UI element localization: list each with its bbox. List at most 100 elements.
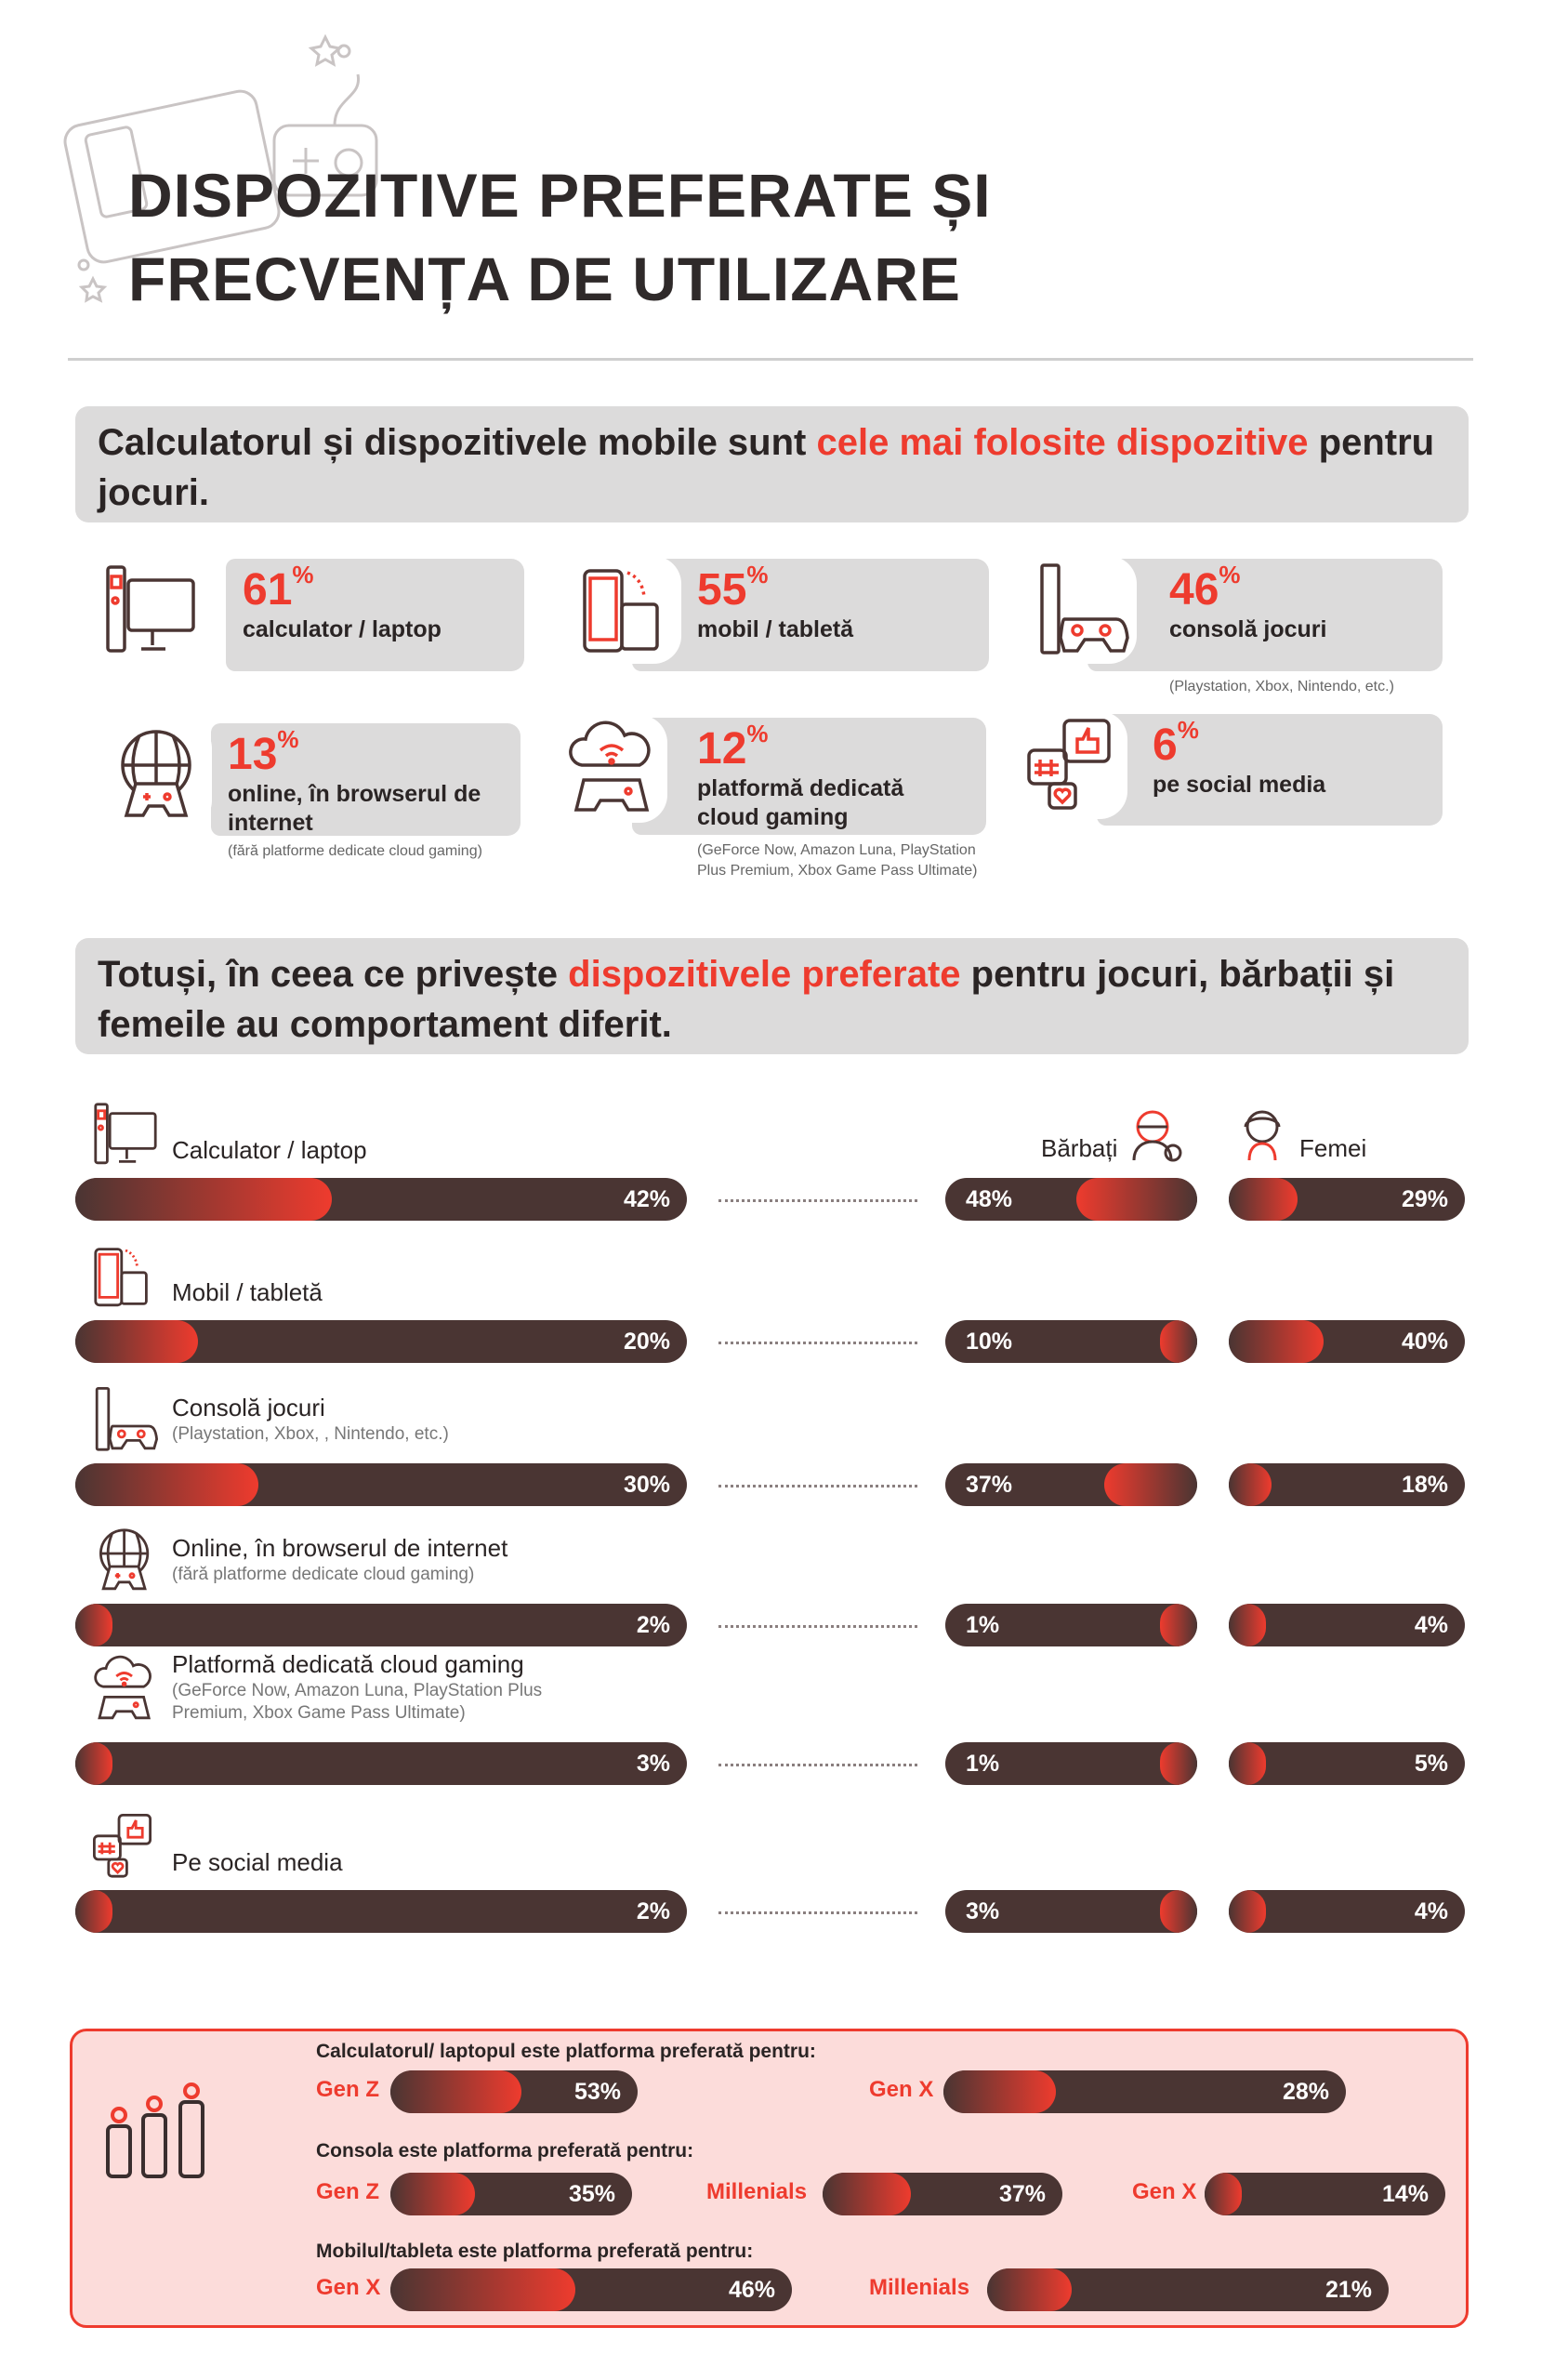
console-icon [95,1387,159,1451]
bar-fill [1160,1890,1197,1933]
generation-heading: Consola este platforma preferată pentru: [316,2140,694,2162]
generation-label: Gen X [316,2275,381,2300]
bar-total: 3% [75,1742,687,1785]
category-note: (GeForce Now, Amazon Luna, PlayStation P… [172,1681,543,1723]
title-line-1: DISPOZITIVE PREFERATE ȘI [128,161,992,230]
bar-men: 3% [945,1890,1197,1933]
stat-unit: % [1177,716,1199,744]
stat-value: 61% [243,561,484,615]
banner-text: Calculatorul și dispozitivele mobile sun… [98,422,817,463]
stat-card: 46% consolă jocuri [1087,559,1443,671]
bar-women: 4% [1229,1890,1465,1933]
social-media-icon [93,1814,152,1878]
bar-value: 53% [573,2079,621,2105]
globe-gamepad-icon [99,1528,150,1591]
bar-fill [1160,1604,1197,1646]
bar-value: 48% [966,1186,1013,1212]
banner-most-used: Calculatorul și dispozitivele mobile sun… [75,406,1469,522]
category-label: Platformă dedicată cloud gaming [172,1650,524,1678]
family-icon [106,2082,204,2178]
bar-fill [1103,1463,1197,1506]
woman-gamer-icon [1244,1110,1281,1161]
divider [68,358,1473,361]
man-gamer-icon [1132,1110,1182,1162]
bar-fill [75,1604,112,1646]
bar-fill [390,2070,521,2113]
stat-card: 13% online, în browserul de internet [211,723,521,836]
stat-label: mobil / tabletă [697,616,854,642]
bar-value: 4% [1414,1612,1448,1638]
bar-men: 1% [945,1604,1197,1646]
bar-value: 3% [636,1751,670,1777]
bar-fill [75,1320,198,1363]
bar-men: 1% [945,1742,1197,1785]
stat-card: 6% pe social media [1097,714,1443,826]
stat-value: 46% [1169,561,1411,615]
dotted-connector [718,1911,917,1914]
stat-card: 55% mobil / tabletă [632,559,989,671]
category-note: (fără platforme dedicate cloud gaming) [172,1565,475,1584]
bar-fill [1160,1742,1197,1785]
generation-bar: 46% [390,2268,792,2311]
mobile-tablet-icon [94,1248,148,1307]
generation-heading: Mobilul/tableta este platforma preferată… [316,2241,754,2262]
stat-number: 13 [228,730,278,779]
generation-bar: 28% [943,2070,1346,2113]
stat-number: 12 [697,724,747,774]
generation-bar: 35% [390,2173,632,2215]
bar-value: 3% [966,1898,1000,1924]
dotted-connector [718,1485,917,1488]
generation-bar: 37% [823,2173,1062,2215]
banner-text: Totuși, în ceea ce privește [98,954,569,995]
bar-value: 1% [966,1612,1000,1638]
bar-fill [823,2173,912,2215]
bar-fill [1229,1890,1266,1933]
stat-number: 61 [243,565,293,615]
title-line-2: FRECVENȚA DE UTILIZARE [128,245,961,313]
bar-fill [943,2070,1057,2113]
bar-fill [75,1178,333,1221]
header-women: Femei [1299,1134,1367,1162]
bar-value: 4% [1414,1898,1448,1924]
bar-fill [1229,1604,1266,1646]
bar-value: 29% [1401,1186,1448,1212]
stat-card: 12% platformă dedicată cloud gaming [632,718,986,835]
computer-icon [94,1103,157,1165]
bar-fill [1160,1320,1197,1363]
banner-highlight: cele mai folosite dispozitive [816,422,1309,463]
category-label: Calculator / laptop [172,1136,367,1164]
computer-icon [97,556,204,664]
category-note: (Playstation, Xbox, , Nintendo, etc.) [172,1424,449,1444]
bar-total: 2% [75,1604,687,1646]
bar-fill [75,1742,112,1785]
generation-bar: 53% [390,2070,638,2113]
header-men: Bărbați [1041,1134,1118,1162]
bar-women: 18% [1229,1463,1465,1506]
category-label: Consolă jocuri [172,1394,325,1421]
bar-total: 2% [75,1890,687,1933]
bar-value: 37% [966,1472,1013,1498]
bar-value: 2% [636,1898,670,1924]
generation-bar: 14% [1205,2173,1445,2215]
bar-value: 10% [966,1329,1013,1355]
bar-value: 37% [998,2181,1046,2207]
generation-heading: Calculatorul/ laptopul este platforma pr… [316,2041,816,2062]
bar-value: 20% [623,1329,670,1355]
console-icon [1029,556,1137,664]
stat-value: 6% [1153,716,1394,771]
stat-number: 55 [697,565,747,615]
stat-number: 46 [1169,565,1219,615]
generation-label: Gen X [1132,2179,1197,2204]
bar-fill [987,2268,1072,2311]
bar-fill [390,2268,575,2311]
bar-total: 30% [75,1463,687,1506]
globe-gamepad-icon [104,721,212,828]
category-label: Online, în browserul de internet [172,1534,508,1562]
bar-value: 42% [623,1186,670,1212]
stat-value: 12% [697,720,939,774]
bar-value: 30% [623,1472,670,1498]
bar-fill [1205,2173,1242,2215]
stat-note: (fără platforme dedicate cloud gaming) [228,843,482,859]
bar-fill [1075,1178,1197,1221]
stat-note: (Playstation, Xbox, Nintendo, etc.) [1169,679,1394,694]
